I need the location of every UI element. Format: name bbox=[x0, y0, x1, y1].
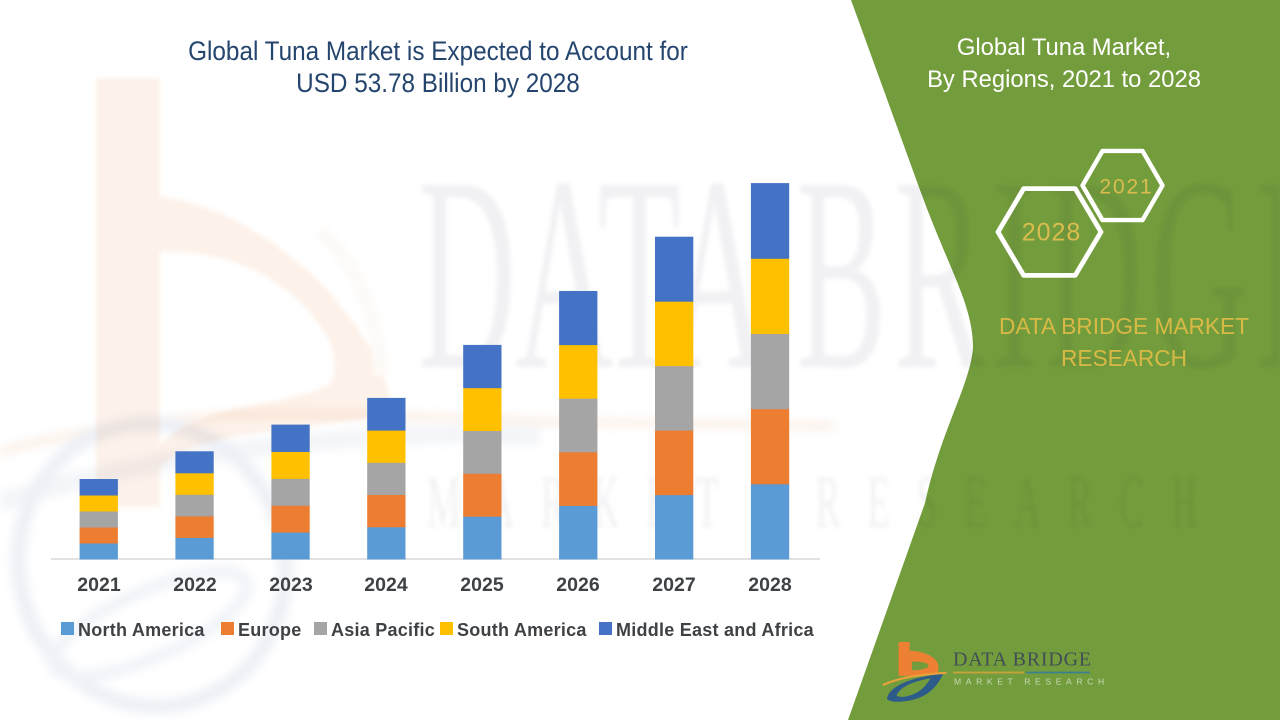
svg-text:2028: 2028 bbox=[1022, 219, 1082, 247]
svg-text:DATA BRIDGE: DATA BRIDGE bbox=[953, 649, 1092, 671]
svg-text:2021: 2021 bbox=[1100, 176, 1154, 199]
svg-text:MARKET RESEARCH: MARKET RESEARCH bbox=[427, 460, 1225, 543]
svg-text:MARKET RESEARCH: MARKET RESEARCH bbox=[954, 677, 1105, 687]
